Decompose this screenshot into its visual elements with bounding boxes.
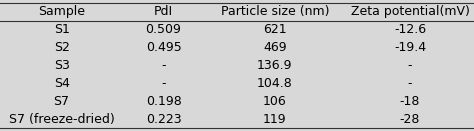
- Text: S4: S4: [54, 77, 70, 90]
- Text: 469: 469: [263, 41, 287, 54]
- Text: -19.4: -19.4: [394, 41, 426, 54]
- Text: 0.223: 0.223: [146, 113, 182, 126]
- Text: S1: S1: [54, 23, 70, 36]
- Text: -28: -28: [400, 113, 420, 126]
- Text: S2: S2: [54, 41, 70, 54]
- Text: 0.509: 0.509: [146, 23, 182, 36]
- Text: Zeta potential(mV): Zeta potential(mV): [351, 5, 469, 18]
- Text: -: -: [408, 59, 412, 72]
- Text: -: -: [161, 59, 166, 72]
- Text: PdI: PdI: [154, 5, 173, 18]
- Text: 106: 106: [263, 95, 287, 108]
- Text: -18: -18: [400, 95, 420, 108]
- Text: 0.495: 0.495: [146, 41, 182, 54]
- Text: S3: S3: [54, 59, 70, 72]
- Text: 119: 119: [263, 113, 287, 126]
- Text: 621: 621: [263, 23, 287, 36]
- Text: 0.198: 0.198: [146, 95, 182, 108]
- Text: S7: S7: [54, 95, 70, 108]
- Text: -: -: [161, 77, 166, 90]
- Text: Sample: Sample: [38, 5, 85, 18]
- Text: Particle size (nm): Particle size (nm): [221, 5, 329, 18]
- Text: 104.8: 104.8: [257, 77, 293, 90]
- Text: S7 (freeze-dried): S7 (freeze-dried): [9, 113, 115, 126]
- Text: 136.9: 136.9: [257, 59, 292, 72]
- Text: -: -: [408, 77, 412, 90]
- Text: -12.6: -12.6: [394, 23, 426, 36]
